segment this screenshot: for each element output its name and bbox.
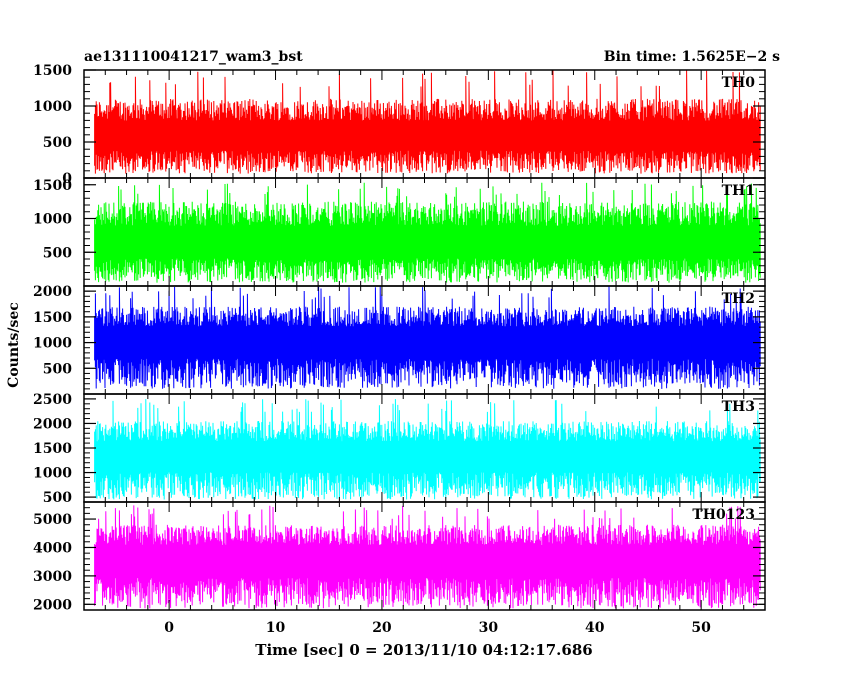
- y-axis-label: Counts/sec: [6, 302, 22, 388]
- panel-th2: 500 1000 1500 2000 TH2: [33, 284, 766, 395]
- y-tick-label: 0: [62, 171, 72, 187]
- chart-title: ae131110041217_wam3_bst: [84, 49, 303, 65]
- y-tick-label: 1000: [33, 212, 72, 228]
- x-tick-label: 50: [691, 620, 711, 636]
- x-tick-label: 10: [266, 620, 286, 636]
- x-tick-label: 40: [585, 620, 605, 636]
- y-tick-label: 2000: [33, 284, 72, 300]
- series-th0123: [94, 505, 761, 609]
- panel-label: TH2: [722, 291, 755, 307]
- x-tick-label: 30: [479, 620, 499, 636]
- y-tick-label: 500: [43, 135, 72, 151]
- panel-th0: 0 500 1000 1500 TH0: [33, 63, 766, 187]
- x-axis-label: Time [sec] 0 = 2013/11/10 04:12:17.686: [255, 641, 592, 659]
- panel-label: TH1: [722, 183, 755, 199]
- y-tick-label: 1000: [33, 99, 72, 115]
- y-tick-label: 2500: [33, 392, 72, 408]
- y-tick-label: 1500: [33, 178, 72, 194]
- y-tick-label: 1500: [33, 310, 72, 326]
- series-th3: [94, 399, 761, 500]
- panel-th0123: 2000 3000 4000 5000 TH0123: [33, 501, 766, 613]
- series-th2: [94, 286, 761, 389]
- y-tick-label: 2000: [33, 597, 72, 613]
- y-tick-label: 2000: [33, 416, 72, 432]
- panel-label: TH0123: [692, 507, 755, 523]
- y-tick-label: 500: [43, 361, 72, 377]
- y-tick-label: 500: [43, 490, 72, 506]
- panel-label: TH0: [722, 75, 756, 91]
- panel-th1: 500 1000 1500 TH1: [33, 177, 766, 287]
- x-tick-label: 20: [372, 620, 392, 636]
- series-th0: [94, 70, 761, 174]
- panel-th3: 500 1000 1500 2000 2500 TH3: [33, 392, 766, 506]
- y-tick-label: 1000: [33, 336, 72, 352]
- y-tick-label: 4000: [33, 540, 72, 556]
- series-th1: [94, 182, 761, 283]
- panel-label: TH3: [722, 399, 755, 415]
- y-tick-label: 3000: [33, 569, 72, 585]
- y-tick-label: 1500: [33, 441, 72, 457]
- bin-time-label: Bin time: 1.5625E−2 s: [604, 49, 780, 65]
- y-tick-label: 1500: [33, 63, 72, 79]
- y-tick-label: 500: [43, 245, 72, 261]
- x-tick-label: 0: [164, 620, 174, 636]
- y-tick-label: 5000: [33, 512, 72, 528]
- y-tick-label: 1000: [33, 466, 72, 482]
